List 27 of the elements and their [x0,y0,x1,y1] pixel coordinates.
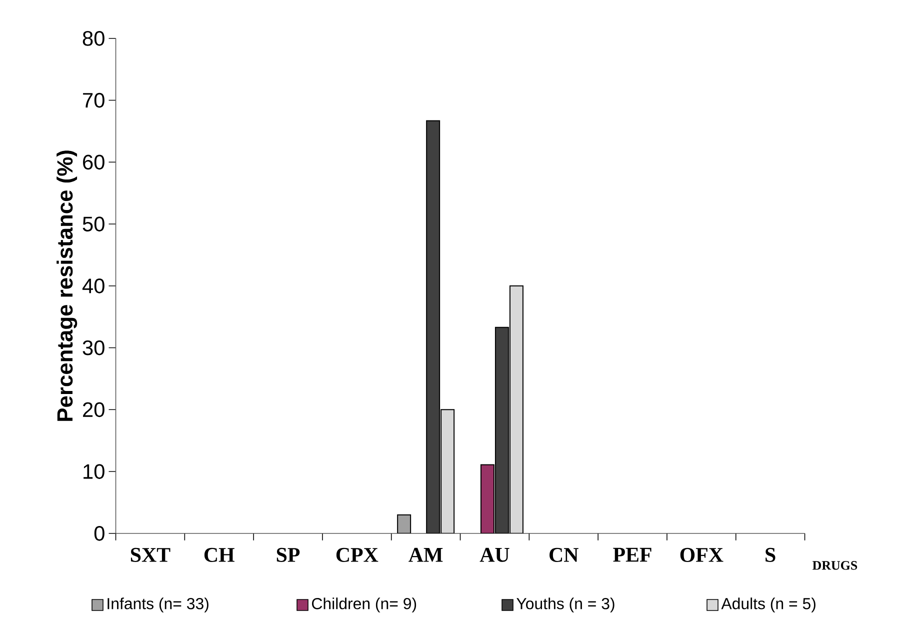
x-tick-label: SP [276,548,300,562]
x-tick-label: AU [480,548,510,562]
x-axis-title: DRUGS [812,561,858,570]
y-tick-label: 10 [84,464,104,479]
y-tick-label: 80 [82,31,104,46]
x-tick-label: AM [408,548,443,562]
y-tick-label: 20 [83,402,104,418]
x-tick-label: CN [550,548,578,562]
bar [509,285,524,534]
legend-label: Infants (n= 33) [108,598,208,612]
legend-label: Youths (n = 3) [516,598,614,612]
x-tick-label: CPX [336,548,378,562]
y-tick-label: 70 [83,92,104,108]
y-axis-title: Percentage resistance (%) [56,150,78,421]
y-tick-label: 50 [82,216,104,232]
legend-label: Adults (n = 5) [721,598,816,612]
x-tick-label: OFX [680,548,724,562]
y-tick-label: 0 [94,526,104,541]
x-tick-label: PEF [613,548,652,562]
x-tick-label: CH [204,548,234,562]
x-tick-label: SXT [130,548,170,562]
y-tick-label: 40 [82,278,104,294]
y-tick-label: 60 [83,154,104,170]
x-tick-label: S [766,548,776,562]
legend-label: Children (n= 9) [312,598,416,612]
y-tick-label: 30 [82,340,104,356]
bar [440,409,455,534]
